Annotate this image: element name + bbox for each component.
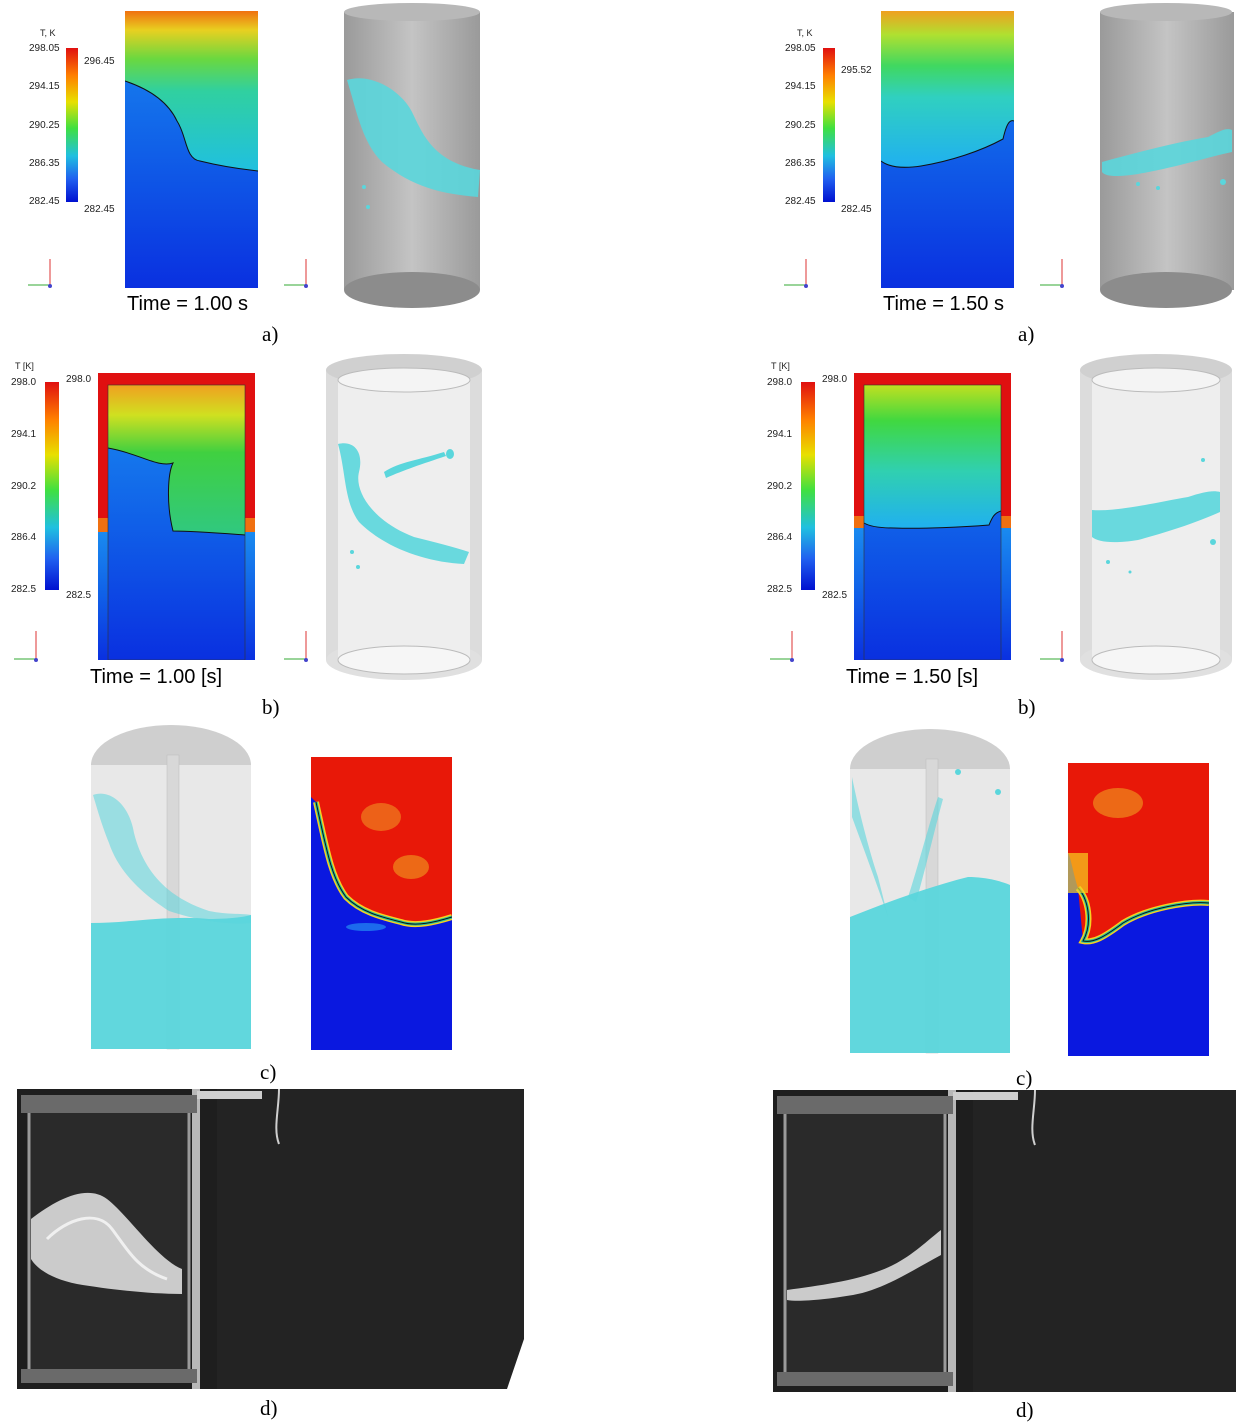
colorbar-tick: 290.25: [29, 120, 60, 131]
tank-vof-view: [91, 725, 251, 1050]
colorbar-min-marker: 282.45: [841, 204, 872, 215]
temperature-field-experiment: [1068, 763, 1209, 1056]
tank-isosurface-view: [326, 354, 482, 680]
temperature-field-experiment: [311, 757, 452, 1050]
colorbar-min-marker: 282.45: [84, 204, 115, 215]
colorbar: [823, 48, 835, 202]
colorbar-tick: 290.25: [785, 120, 816, 131]
figure-caption: c): [1016, 1066, 1033, 1090]
axis-triad-icon: [1040, 259, 1064, 288]
colorbar: [45, 382, 59, 590]
axis-triad-icon: [28, 259, 52, 288]
colorbar-tick: 294.1: [11, 429, 37, 440]
colorbar-tick: 282.5: [11, 584, 37, 595]
colorbar-tick: 298.0: [767, 377, 793, 388]
colorbar-tick: 286.4: [11, 532, 37, 543]
figure-caption: a): [262, 322, 279, 346]
axis-triad-icon: [770, 631, 794, 662]
axis-triad-icon: [14, 631, 38, 662]
experiment-photo: [773, 1090, 1236, 1392]
colorbar: [801, 382, 815, 590]
figure-caption: a): [1018, 322, 1035, 346]
colorbar-tick: 286.35: [29, 158, 60, 169]
colorbar-tick: 282.5: [767, 584, 793, 595]
temperature-field: [98, 373, 255, 660]
experiment-photo: [17, 1089, 524, 1389]
tank-isosurface-view: [1080, 354, 1232, 680]
figure-caption: b): [262, 695, 280, 719]
colorbar-max-marker: 298.0: [66, 374, 92, 385]
colorbar-unit: T [K]: [771, 361, 790, 371]
temperature-field: [881, 11, 1014, 288]
time-label: Time = 1.50 [s]: [846, 666, 979, 688]
colorbar-tick: 286.4: [767, 532, 793, 543]
colorbar-max-marker: 295.52: [841, 65, 872, 76]
colorbar-max-marker: 298.0: [822, 374, 848, 385]
axis-triad-icon: [1040, 631, 1064, 662]
colorbar-tick: 294.15: [785, 81, 816, 92]
colorbar-max-marker: 296.45: [84, 56, 115, 67]
colorbar-min-marker: 282.5: [822, 590, 848, 601]
time-label: Time = 1.50 s: [883, 293, 1004, 315]
figure-caption: c): [260, 1060, 277, 1084]
colorbar: [66, 48, 78, 202]
temperature-field: [125, 11, 258, 288]
colorbar-tick: 294.15: [29, 81, 60, 92]
axis-triad-icon: [284, 631, 308, 662]
colorbar-tick: 290.2: [11, 481, 37, 492]
figure-caption: d): [260, 1396, 278, 1420]
colorbar-tick: 282.45: [29, 196, 60, 207]
colorbar-unit: T, K: [40, 28, 56, 38]
colorbar-min-marker: 282.5: [66, 590, 92, 601]
colorbar-tick: 298.05: [29, 43, 60, 54]
colorbar-tick: 298.05: [785, 43, 816, 54]
temperature-field: [854, 373, 1011, 660]
time-label: Time = 1.00 [s]: [90, 666, 223, 688]
figure-caption: d): [1016, 1398, 1034, 1422]
tank-isosurface-view: [1100, 3, 1234, 308]
figure-caption: b): [1018, 695, 1036, 719]
colorbar-tick: 290.2: [767, 481, 793, 492]
tank-isosurface-view: [344, 3, 480, 308]
colorbar-tick: 294.1: [767, 429, 793, 440]
colorbar-tick: 298.0: [11, 377, 37, 388]
axis-triad-icon: [784, 259, 808, 288]
colorbar-tick: 282.45: [785, 196, 816, 207]
colorbar-tick: 286.35: [785, 158, 816, 169]
colorbar-unit: T, K: [797, 28, 813, 38]
axis-triad-icon: [284, 259, 308, 288]
tank-vof-view: [850, 729, 1010, 1054]
time-label: Time = 1.00 s: [127, 293, 248, 315]
colorbar-unit: T [K]: [15, 361, 34, 371]
